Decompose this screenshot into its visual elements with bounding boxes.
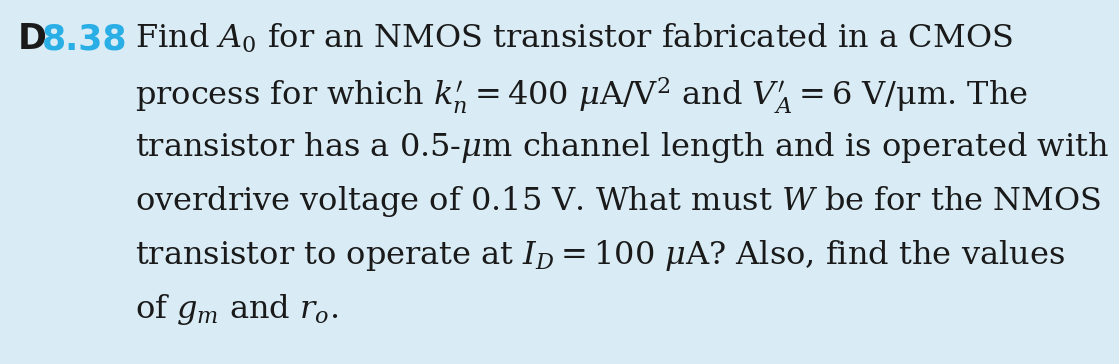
Text: D: D (18, 22, 47, 56)
Text: process for which $k_n^{\prime} = 400\ \mu\mathrm{A/V}^2$ and $V_A^{\prime} = 6\: process for which $k_n^{\prime} = 400\ \… (135, 76, 1028, 116)
Text: Find $A_0$ for an NMOS transistor fabricated in a CMOS: Find $A_0$ for an NMOS transistor fabric… (135, 22, 1013, 55)
Text: transistor has a 0.5-$\mu$m channel length and is operated with an: transistor has a 0.5-$\mu$m channel leng… (135, 130, 1119, 165)
Text: transistor to operate at $I_D = 100\ \mu\mathrm{A}$? Also, find the values: transistor to operate at $I_D = 100\ \mu… (135, 238, 1065, 273)
Text: of $g_m$ and $r_o$.: of $g_m$ and $r_o$. (135, 292, 338, 327)
Text: overdrive voltage of 0.15 V. What must $W$ be for the NMOS: overdrive voltage of 0.15 V. What must $… (135, 184, 1101, 219)
Text: 8.38: 8.38 (43, 22, 128, 56)
